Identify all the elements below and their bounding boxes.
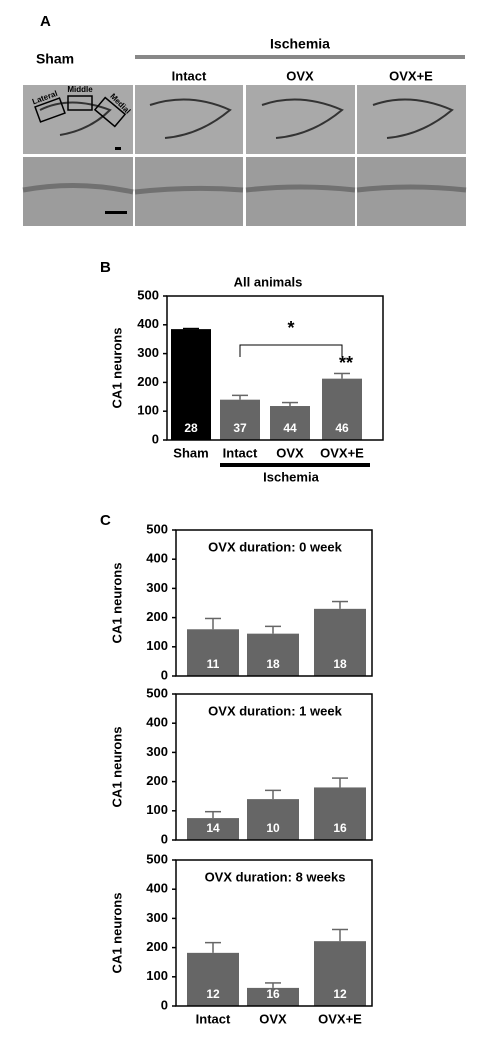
bar — [314, 941, 366, 1006]
bar — [187, 818, 239, 840]
micrograph — [357, 85, 466, 154]
y-tick-label: 300 — [137, 345, 159, 360]
x-tick-label: OVX — [259, 1011, 287, 1026]
bar — [220, 399, 260, 440]
plot-frame — [166, 295, 384, 441]
n-label: 16 — [266, 987, 280, 1001]
scale-bar — [105, 211, 127, 214]
y-tick-label: 300 — [146, 744, 168, 759]
y-axis-label: CA1 neurons — [109, 893, 124, 974]
y-tick-label: 0 — [152, 431, 159, 446]
y-tick-label: 0 — [161, 831, 168, 846]
y-tick-label: 100 — [137, 403, 159, 418]
x-tick-label: OVX+E — [318, 1011, 362, 1026]
y-tick-label: 300 — [146, 580, 168, 595]
x-tick-label: Intact — [223, 445, 258, 460]
n-label: 11 — [207, 657, 220, 671]
scale-bar — [115, 147, 121, 150]
significance-bracket — [239, 344, 343, 357]
plot-frame — [175, 529, 373, 677]
chart-title: All animals — [234, 274, 303, 289]
plot-frame — [175, 693, 373, 841]
chart-title: OVX duration: 8 weeks — [205, 869, 346, 884]
y-axis-label: CA1 neurons — [109, 328, 124, 409]
y-tick-label: 500 — [146, 851, 168, 866]
micrograph — [357, 157, 466, 226]
n-label: 10 — [266, 821, 280, 835]
bar — [314, 787, 366, 840]
region-box — [67, 95, 93, 111]
y-tick-label: 0 — [161, 997, 168, 1012]
bar — [270, 406, 310, 440]
n-label: 37 — [233, 421, 247, 435]
column-label: OVX — [286, 68, 314, 83]
group-label: Ischemia — [263, 469, 319, 484]
y-tick-label: 300 — [146, 910, 168, 925]
x-tick-label: Sham — [173, 445, 208, 460]
n-label: 14 — [206, 821, 220, 835]
cell-layer — [22, 182, 467, 195]
panel-label: A — [40, 13, 51, 30]
bar — [187, 629, 239, 676]
bar — [322, 378, 362, 440]
y-tick-label: 200 — [146, 609, 168, 624]
micrograph — [23, 157, 133, 226]
n-label: 46 — [335, 421, 349, 435]
bar — [314, 608, 366, 676]
y-axis-label: CA1 neurons — [109, 727, 124, 808]
y-tick-label: 500 — [137, 287, 159, 302]
bar — [171, 329, 211, 440]
n-label: 18 — [266, 657, 280, 671]
y-tick-label: 400 — [137, 316, 159, 331]
micrograph — [246, 85, 355, 154]
y-tick-label: 0 — [161, 667, 168, 682]
n-label: 12 — [206, 987, 220, 1001]
plot-frame — [175, 859, 373, 1007]
region-label: Middle — [67, 85, 93, 94]
panel-label: C — [100, 512, 111, 529]
y-tick-label: 100 — [146, 802, 168, 817]
y-tick-label: 200 — [137, 374, 159, 389]
y-tick-label: 500 — [146, 685, 168, 700]
hippocampus-outline — [39, 98, 454, 139]
column-label: Sham — [36, 51, 74, 67]
y-tick-label: 100 — [146, 968, 168, 983]
bar — [247, 799, 299, 840]
y-tick-label: 500 — [146, 521, 168, 536]
x-tick-label: OVX+E — [320, 445, 364, 460]
x-tick-label: Intact — [196, 1011, 231, 1026]
n-label: 28 — [184, 421, 198, 435]
bar — [247, 633, 299, 676]
y-tick-label: 400 — [146, 881, 168, 896]
panel-label: B — [100, 259, 111, 276]
bar — [187, 952, 239, 1006]
annotation: * — [287, 318, 294, 338]
y-axis-label: CA1 neurons — [109, 563, 124, 644]
chart-title: OVX duration: 1 week — [208, 703, 342, 718]
group-label: Ischemia — [270, 36, 330, 52]
column-label: OVX+E — [389, 68, 433, 83]
panel-a: A Sham Ischemia Intact OVX OVX+E Lateral… — [22, 13, 467, 226]
n-label: 18 — [333, 657, 347, 671]
y-tick-label: 100 — [146, 638, 168, 653]
annotation: ** — [339, 353, 353, 373]
micrograph — [246, 157, 355, 226]
y-tick-label: 400 — [146, 551, 168, 566]
y-tick-label: 200 — [146, 939, 168, 954]
region-box — [34, 97, 66, 123]
n-label: 16 — [333, 821, 347, 835]
bar — [247, 987, 299, 1006]
n-label: 44 — [283, 421, 297, 435]
y-tick-label: 400 — [146, 715, 168, 730]
chart-title: OVX duration: 0 week — [208, 539, 342, 554]
column-label: Intact — [172, 68, 207, 83]
x-tick-label: OVX — [276, 445, 304, 460]
micrograph — [135, 85, 243, 154]
y-tick-label: 200 — [146, 773, 168, 788]
region-box — [93, 96, 127, 128]
n-label: 12 — [333, 987, 347, 1001]
